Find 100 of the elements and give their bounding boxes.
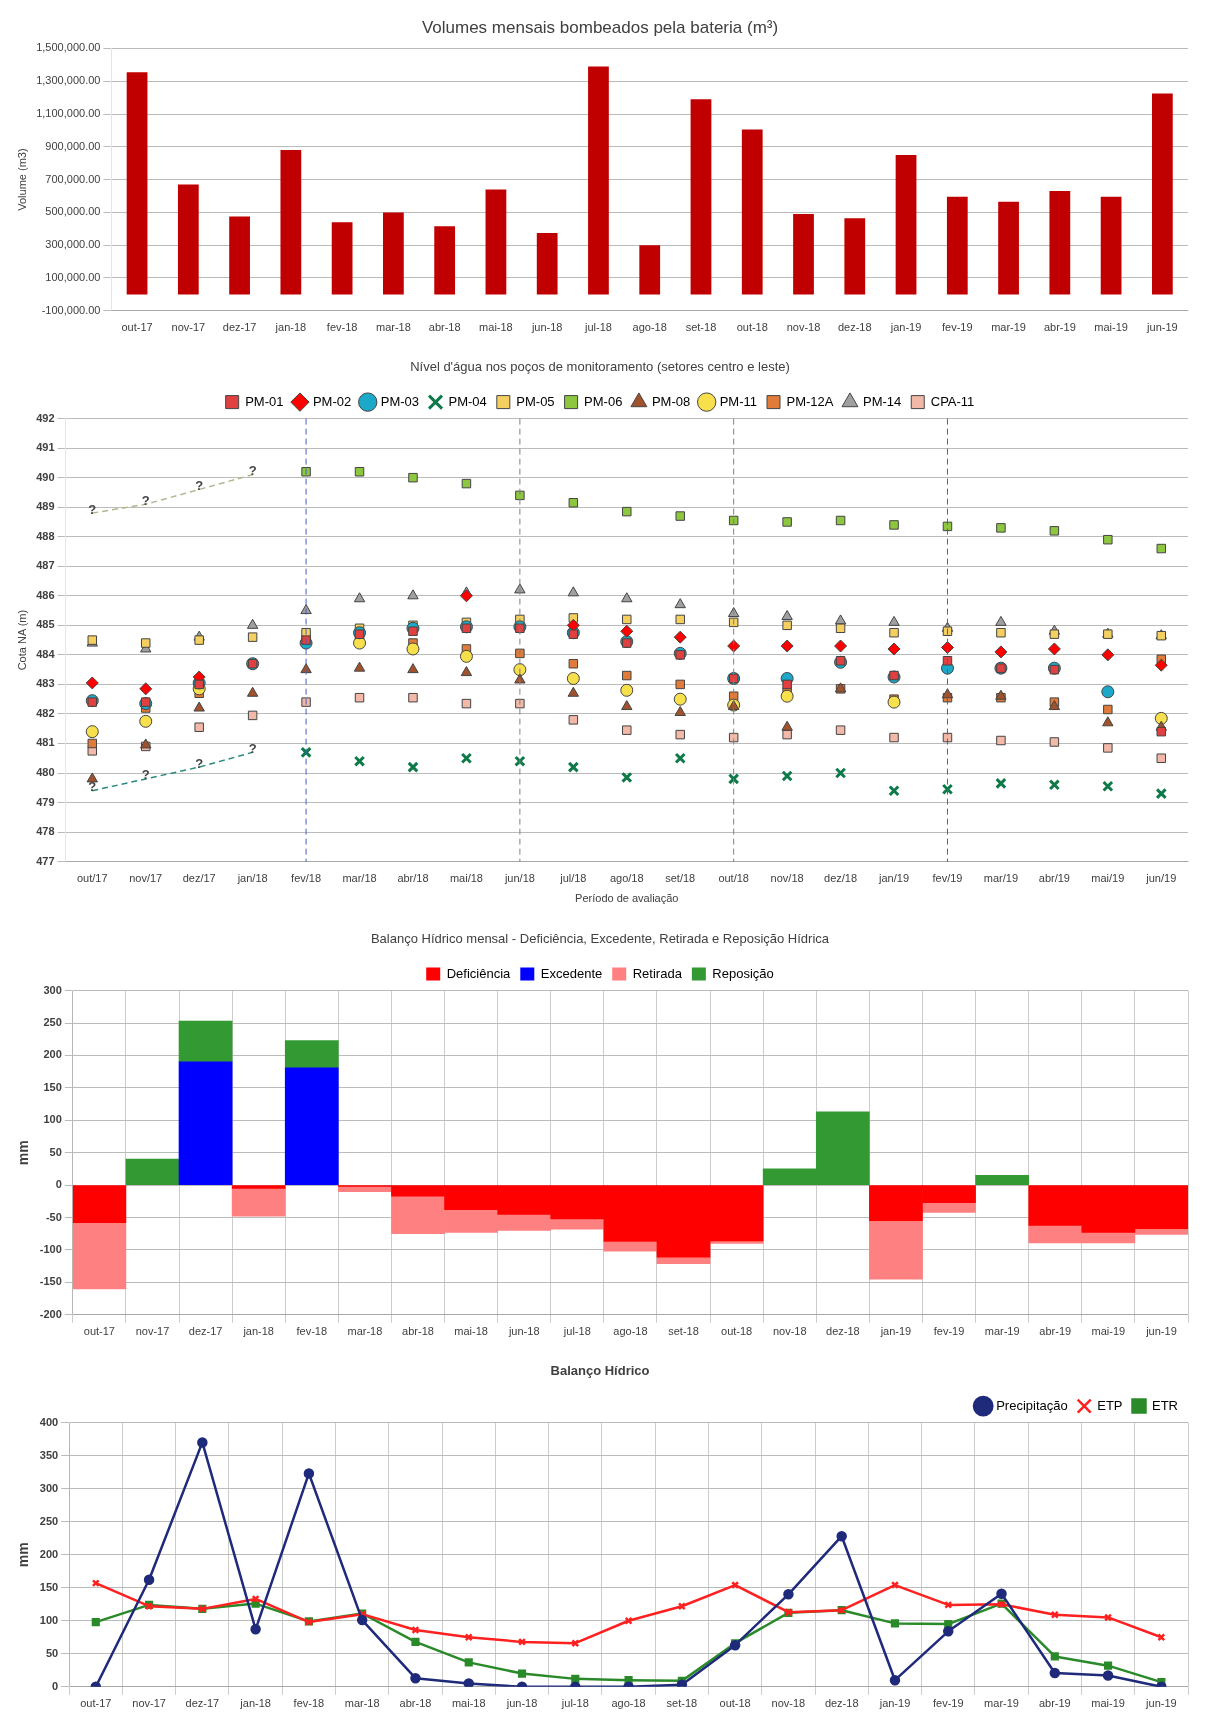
x-tick-label: ago-18 [632, 321, 667, 334]
y-tick-label: 477 [36, 854, 55, 867]
x-tick-label: jan-19 [878, 1697, 911, 1710]
x-tick-label: mar/19 [983, 872, 1019, 885]
x-tick-label: dez/17 [182, 872, 216, 885]
y-tick-label: 200 [43, 1048, 62, 1061]
y-tick-label: 484 [36, 647, 56, 660]
legend-label: PM-12A [786, 393, 834, 409]
x-tick-label: jan/18 [236, 872, 268, 885]
x-tick-label: nov/17 [129, 872, 163, 885]
legend-label: PM-03 [380, 393, 420, 409]
x-tick-label: set-18 [668, 1325, 699, 1338]
y-tick-label: 100 [39, 1613, 59, 1626]
x-tick-label: nov-17 [171, 321, 206, 334]
x-tick-label: out-18 [721, 1325, 753, 1338]
x-tick-label: abr-18 [428, 321, 461, 334]
x-tick-label: out-17 [83, 1325, 115, 1338]
x-tick-label: mai-19 [1091, 1325, 1126, 1338]
legend-label: PM-08 [651, 393, 691, 409]
y-tick-label: 250 [43, 1016, 62, 1029]
x-tick-label: fev-18 [326, 321, 358, 334]
x-tick-label: abr/18 [397, 872, 429, 885]
x-tick-label: out/18 [718, 872, 749, 885]
data-label: ? [88, 501, 97, 517]
x-tick-label: mai-19 [1091, 1697, 1125, 1710]
legend-label: Deficiência [446, 965, 512, 981]
x-tick-label: jun-18 [505, 1697, 538, 1710]
y-tick-label: 481 [36, 736, 55, 749]
y-tick-label: 50 [49, 1145, 62, 1158]
y-tick-label: 350 [39, 1448, 59, 1461]
x-tick-label: mar-19 [991, 321, 1026, 334]
x-tick-label: jan-19 [879, 1325, 912, 1338]
x-tick-label: jan/19 [878, 872, 910, 885]
x-tick-label: jun-19 [1146, 321, 1178, 334]
legend-label: ETR [1152, 1397, 1178, 1413]
legend-label: PM-05 [516, 393, 555, 409]
x-tick-label: out-18 [736, 321, 768, 334]
x-tick-label: mai/18 [449, 872, 483, 885]
data-label: ? [141, 492, 150, 508]
x-tick-label: mar-18 [344, 1697, 380, 1710]
legend-label: PM-04 [448, 393, 487, 409]
legend-label: PM-11 [719, 393, 758, 409]
y-tick-label: 0 [55, 1178, 62, 1191]
x-tick-label: fev-18 [296, 1325, 328, 1338]
y-tick-label: 1,500,000.00 [36, 41, 101, 54]
x-tick-label: nov-17 [132, 1697, 166, 1710]
x-tick-label: set/18 [665, 872, 696, 885]
y-tick-label: 479 [36, 795, 55, 808]
y-axis-title: Cota NA (m) [15, 609, 28, 671]
x-tick-label: abr/19 [1038, 872, 1070, 885]
y-tick-label: 0 [52, 1679, 59, 1692]
x-tick-label: mai-18 [451, 1697, 486, 1710]
y-tick-label: 483 [36, 677, 55, 690]
x-tick-label: jan-18 [274, 321, 307, 334]
x-tick-label: abr-18 [402, 1325, 434, 1338]
x-tick-label: nov-18 [771, 1697, 806, 1710]
y-axis-title: mm [15, 1542, 32, 1568]
y-tick-label: -100,000.00 [41, 303, 101, 316]
y-tick-label: 500,000.00 [45, 205, 101, 218]
y-tick-label: 492 [36, 411, 55, 424]
x-tick-label: mar-19 [984, 1697, 1019, 1710]
y-tick-label: 1,300,000.00 [36, 74, 101, 87]
x-tick-label: nov-18 [786, 321, 821, 334]
x-tick-label: out-17 [121, 321, 153, 334]
x-tick-label: fev-19 [932, 1697, 964, 1710]
legend-label: PM-14 [862, 393, 902, 409]
x-tick-label: fev-18 [293, 1697, 325, 1710]
x-tick-label: mar-19 [984, 1325, 1020, 1338]
y-tick-label: 480 [36, 766, 55, 779]
y-tick-label: 300 [39, 1481, 59, 1494]
legend-label: Reposição [712, 965, 774, 981]
x-tick-label: abr-18 [399, 1697, 432, 1710]
x-tick-label: jul-18 [562, 1325, 591, 1338]
y-tick-label: 150 [39, 1580, 59, 1593]
y-tick-label: 300,000.00 [45, 238, 101, 251]
y-tick-label: 1,100,000.00 [36, 107, 101, 120]
x-tick-label: ago-18 [613, 1325, 648, 1338]
legend-label: CPA-11 [930, 393, 975, 409]
legend-label: PM-01 [245, 393, 284, 409]
x-tick-label: jul/18 [559, 872, 587, 885]
y-tick-label: 488 [36, 529, 55, 542]
x-tick-label: dez-17 [188, 1325, 223, 1338]
x-tick-label: fev-19 [942, 321, 973, 334]
y-tick-label: 200 [39, 1547, 59, 1560]
legend-label: Excedente [540, 965, 603, 981]
x-tick-label: dez-17 [185, 1697, 220, 1710]
y-tick-label: 900,000.00 [45, 139, 101, 152]
x-tick-label: dez-18 [824, 1697, 859, 1710]
x-tick-label: mar-18 [347, 1325, 383, 1338]
y-tick-label: 478 [36, 825, 55, 838]
x-axis-title: Período de avaliação [575, 892, 679, 905]
y-tick-label: -100 [39, 1242, 62, 1255]
data-label: ? [88, 779, 97, 795]
y-tick-label: 50 [45, 1646, 59, 1659]
y-tick-label: 100 [43, 1113, 62, 1126]
x-tick-label: jun-18 [530, 321, 563, 334]
legend-label: PM-06 [584, 393, 623, 409]
x-tick-label: mar-18 [375, 321, 411, 334]
x-tick-label: jan-19 [889, 321, 922, 334]
y-tick-label: 487 [36, 559, 55, 572]
